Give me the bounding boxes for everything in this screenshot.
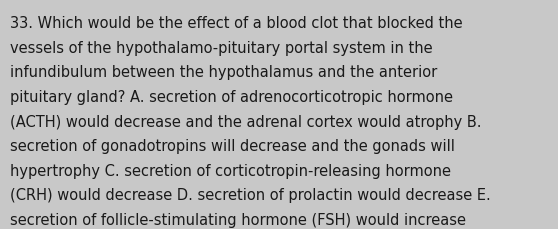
Text: infundibulum between the hypothalamus and the anterior: infundibulum between the hypothalamus an… (10, 65, 437, 80)
Text: (CRH) would decrease D. secretion of prolactin would decrease E.: (CRH) would decrease D. secretion of pro… (10, 188, 491, 202)
Text: pituitary gland? A. secretion of adrenocorticotropic hormone: pituitary gland? A. secretion of adrenoc… (10, 90, 453, 104)
Text: vessels of the hypothalamo-pituitary portal system in the: vessels of the hypothalamo-pituitary por… (10, 41, 432, 55)
Text: (ACTH) would decrease and the adrenal cortex would atrophy B.: (ACTH) would decrease and the adrenal co… (10, 114, 482, 129)
Text: secretion of gonadotropins will decrease and the gonads will: secretion of gonadotropins will decrease… (10, 139, 455, 153)
Text: 33. Which would be the effect of a blood clot that blocked the: 33. Which would be the effect of a blood… (10, 16, 463, 31)
Text: hypertrophy C. secretion of corticotropin-releasing hormone: hypertrophy C. secretion of corticotropi… (10, 163, 451, 178)
Text: secretion of follicle-stimulating hormone (FSH) would increase: secretion of follicle-stimulating hormon… (10, 212, 466, 227)
